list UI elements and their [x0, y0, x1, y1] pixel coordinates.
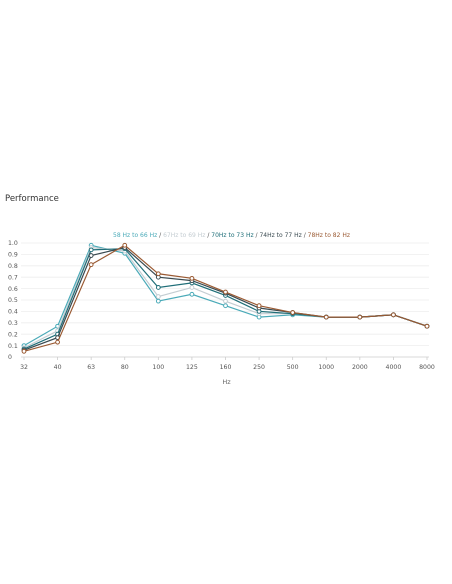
data-point[interactable]: [290, 310, 296, 315]
x-axis-label: Hz: [222, 378, 231, 386]
data-point[interactable]: [88, 262, 94, 268]
x-tick-label: 8000: [419, 364, 435, 371]
y-tick-label: 0: [8, 354, 12, 361]
data-point[interactable]: [122, 242, 128, 248]
data-point[interactable]: [155, 298, 161, 304]
y-tick-label: 0.4: [8, 309, 18, 316]
data-point[interactable]: [155, 294, 161, 299]
data-point[interactable]: [256, 303, 262, 309]
x-tick-label: 32: [20, 364, 28, 371]
legend[interactable]: 58 Hz to 66 Hz / 67Hz to 69 Hz / 70Hz to…: [113, 232, 350, 239]
x-tick-label: 63: [87, 364, 95, 371]
legend-separator: /: [205, 232, 211, 239]
y-tick-label: 1.0: [8, 240, 18, 247]
legend-separator: /: [254, 232, 260, 239]
data-point[interactable]: [391, 312, 396, 318]
legend-entry[interactable]: 78Hz to 82 Hz: [308, 232, 350, 239]
series-group[interactable]: [21, 242, 430, 354]
x-tick-label: 80: [121, 364, 129, 371]
grid-lines: [21, 242, 429, 358]
data-point[interactable]: [189, 275, 195, 281]
data-point[interactable]: [88, 253, 94, 258]
y-tick-label: 0.5: [8, 297, 18, 304]
x-tick-label: 2000: [352, 364, 368, 371]
data-point[interactable]: [357, 314, 363, 320]
data-point[interactable]: [424, 323, 430, 329]
x-tick-label: 4000: [386, 364, 402, 371]
legend-separator: /: [157, 232, 163, 239]
x-tick-label: 125: [186, 364, 198, 371]
data-point[interactable]: [223, 298, 228, 304]
data-point[interactable]: [155, 285, 161, 290]
x-tick-label: 250: [253, 364, 265, 371]
x-tick-label: 500: [287, 364, 299, 371]
data-point[interactable]: [189, 291, 195, 297]
y-axis-ticks: 0 0.1 0.2 0.3 0.4 0.5 0.6 0.7 0.8 0.9 1.0: [8, 240, 18, 361]
legend-entry[interactable]: 58 Hz to 66 Hz: [113, 232, 157, 239]
x-tick-label: 160: [220, 364, 232, 371]
y-tick-label: 0.8: [8, 263, 18, 270]
legend-entry[interactable]: 74Hz to 77 Hz: [259, 232, 301, 239]
data-point[interactable]: [223, 303, 228, 309]
data-point[interactable]: [189, 285, 195, 290]
data-point[interactable]: [323, 314, 329, 320]
page-title: Performance: [5, 194, 59, 204]
data-point[interactable]: [155, 271, 161, 277]
x-tick-label: 40: [54, 364, 62, 371]
y-tick-label: 0.7: [8, 274, 18, 281]
y-tick-label: 0.2: [8, 331, 18, 338]
y-tick-label: 0.1: [8, 343, 18, 350]
legend-entry[interactable]: 70Hz to 73 Hz: [211, 232, 253, 239]
y-tick-label: 0.6: [8, 286, 18, 293]
data-point[interactable]: [55, 339, 60, 345]
legend-separator: /: [302, 232, 308, 239]
y-tick-label: 0.3: [8, 320, 18, 327]
y-tick-label: 0.9: [8, 252, 18, 259]
x-tick-label: 1000: [318, 364, 334, 371]
data-point[interactable]: [88, 247, 94, 253]
x-axis: 32 40 63 80 100 125 160 250 500 1000 2000 4000 8000: [20, 357, 435, 371]
x-tick-label: 100: [152, 364, 164, 371]
legend-entry[interactable]: 67Hz to 69 Hz: [163, 232, 205, 239]
series-lines: [21, 242, 430, 354]
data-point[interactable]: [223, 289, 228, 295]
data-point[interactable]: [21, 348, 27, 354]
